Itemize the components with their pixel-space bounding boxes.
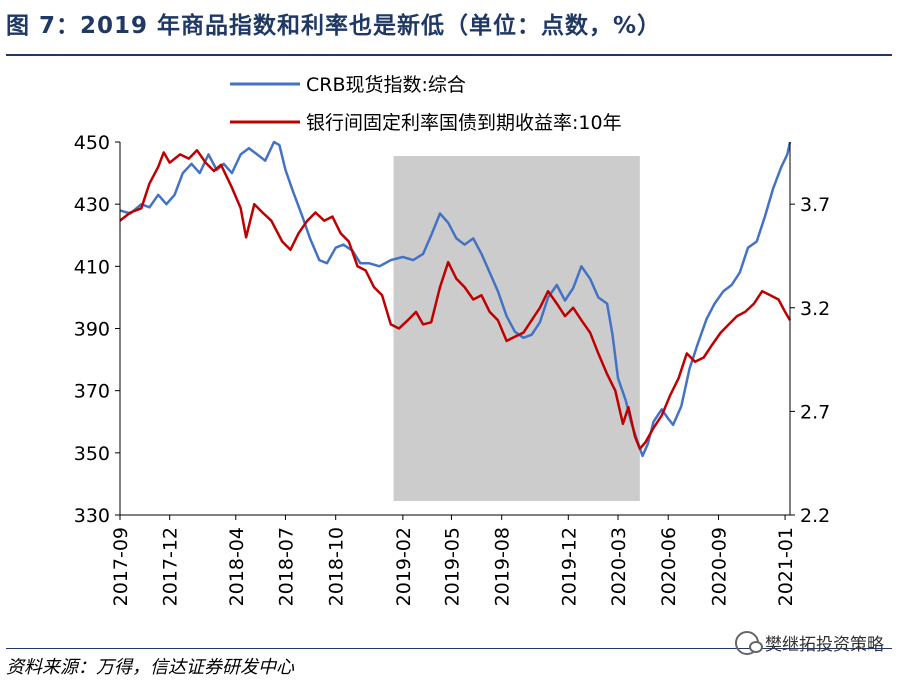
left-tick-label: 330 [74, 505, 110, 527]
x-tick-label: 2019-05 [441, 527, 463, 606]
legend-label-2: 银行间固定利率国债到期收益率:10年 [306, 112, 622, 134]
left-tick-label: 430 [74, 194, 110, 216]
title-rule [6, 54, 892, 56]
x-tick-label: 2020-06 [658, 527, 680, 606]
x-tick-label: 2017-12 [160, 527, 182, 606]
left-tick-label: 370 [74, 381, 110, 403]
footer-rule [6, 648, 892, 649]
x-tick-label: 2017-09 [110, 527, 132, 606]
left-tick-label: 350 [74, 443, 110, 465]
legend-label-1: CRB现货指数:综合 [306, 74, 466, 96]
left-tick-label: 450 [74, 132, 110, 154]
left-tick-label: 410 [74, 256, 110, 278]
x-tick-label: 2018-04 [226, 527, 248, 606]
x-tick-label: 2018-07 [275, 527, 297, 606]
right-tick-label: 3.7 [800, 194, 830, 216]
x-tick-label: 2019-08 [492, 527, 514, 606]
x-tick-label: 2020-09 [708, 527, 730, 606]
right-tick-label: 3.2 [800, 298, 830, 320]
chart-canvas: 330 350 370 390 410 430 450 2.2 2.7 3.2 3.7 2017-09… [74, 74, 830, 606]
x-tick-label: 2019-02 [393, 527, 415, 606]
x-tick-label: 2019-12 [558, 527, 580, 606]
watermark-text: 樊继拓投资策略 [765, 635, 884, 655]
source-note: 资料来源：万得，信达证券研发中心 [6, 657, 294, 678]
x-tick-label: 2020-03 [608, 527, 630, 606]
shaded-region [393, 156, 640, 501]
x-tick-label: 2018-10 [326, 527, 348, 606]
series-line-2 [119, 149, 792, 450]
wechat-icon [735, 630, 763, 655]
watermark: 樊继拓投资策略 [735, 630, 884, 655]
x-tick-label: 2021-01 [775, 527, 797, 606]
right-tick-label: 2.2 [800, 505, 830, 527]
series-line-1 [119, 140, 792, 458]
left-tick-label: 390 [74, 319, 110, 341]
chart-title: 图 7：2019 年商品指数和利率也是新低（单位：点数，%） [6, 13, 662, 39]
right-tick-label: 2.7 [800, 401, 830, 423]
